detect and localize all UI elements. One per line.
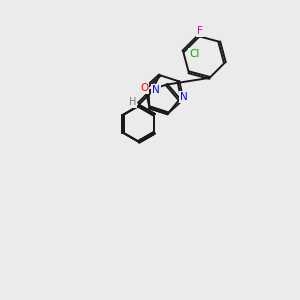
Text: N: N xyxy=(152,85,160,95)
Text: O: O xyxy=(140,82,148,93)
Text: Cl: Cl xyxy=(189,49,200,59)
Text: N: N xyxy=(180,92,188,102)
Text: F: F xyxy=(197,26,203,36)
Text: H: H xyxy=(129,97,136,107)
